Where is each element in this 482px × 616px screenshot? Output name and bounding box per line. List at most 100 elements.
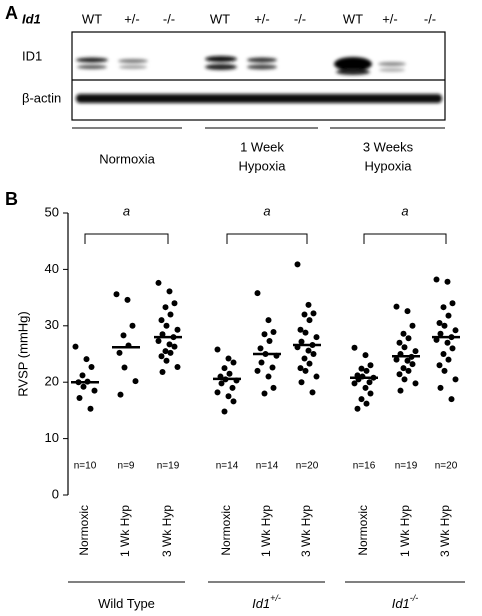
lane-label: -/-: [163, 11, 175, 26]
n-label: n=16: [353, 461, 376, 472]
significance-bracket: [363, 233, 447, 244]
row-label: β-actin: [22, 90, 61, 105]
data-point: [88, 363, 95, 370]
data-point: [258, 359, 265, 366]
data-point: [367, 362, 374, 369]
significance-bracket: [84, 233, 169, 244]
n-label: n=19: [157, 461, 180, 472]
data-point: [440, 351, 447, 357]
lane-label: WT: [210, 11, 230, 26]
data-point: [162, 348, 169, 355]
data-point: [306, 317, 313, 324]
data-point: [174, 363, 181, 370]
data-point: [412, 380, 419, 387]
data-point: [362, 384, 369, 391]
row-label: ID1: [22, 48, 42, 63]
data-point: [396, 339, 403, 346]
n-label: n=10: [74, 461, 97, 472]
data-point: [452, 327, 459, 334]
data-point: [444, 278, 451, 285]
data-point: [401, 376, 408, 383]
n-label: n=20: [435, 461, 458, 472]
data-point: [270, 384, 277, 391]
data-point: [113, 291, 120, 298]
data-point: [400, 330, 407, 337]
data-point: [401, 344, 408, 351]
data-point: [230, 359, 237, 366]
data-point: [393, 356, 400, 363]
data-point: [354, 405, 361, 412]
data-point: [362, 352, 369, 359]
data-point: [162, 304, 169, 311]
data-point: [452, 376, 459, 383]
data-point: [72, 343, 79, 350]
x-tick-label: 3 Wk Hyp: [160, 505, 174, 557]
data-point: [265, 373, 272, 380]
data-point: [440, 304, 447, 311]
data-point: [87, 405, 94, 412]
data-point: [229, 384, 236, 391]
data-point: [363, 400, 370, 407]
lane-label: -/-: [294, 11, 306, 26]
n-label: n=9: [118, 461, 135, 472]
x-tick-label: Normoxic: [77, 505, 91, 556]
data-point: [221, 408, 228, 415]
data-point: [221, 365, 228, 372]
data-point: [163, 322, 170, 329]
significance-bracket: [226, 233, 308, 244]
x-tick-label: 1 Wk Hyp: [259, 505, 273, 557]
y-tick-label: 50: [45, 204, 59, 219]
data-point: [218, 380, 225, 387]
condition-label: Normoxia: [99, 151, 155, 166]
data-point: [254, 290, 261, 297]
data-point: [393, 303, 400, 310]
data-point: [120, 332, 127, 339]
group-genotype: +/-: [270, 593, 281, 603]
data-point: [166, 341, 173, 348]
data-point: [297, 326, 304, 333]
y-tick-label: 0: [52, 486, 59, 501]
data-point: [230, 398, 237, 405]
condition-label: 1 Week: [240, 139, 284, 154]
data-point: [83, 356, 90, 363]
condition-label: 3 Weeks: [363, 139, 414, 154]
significance-label: a: [401, 203, 408, 218]
y-tick-label: 40: [45, 261, 59, 276]
group-label: Id1+/-: [252, 593, 281, 611]
data-point: [409, 322, 416, 329]
n-label: n=14: [216, 461, 239, 472]
y-tick-label: 20: [45, 374, 59, 389]
n-label: n=19: [395, 461, 418, 472]
data-point: [79, 372, 86, 379]
data-point: [302, 367, 309, 374]
y-axis-label: RVSP (mmHg): [15, 311, 30, 396]
data-point: [302, 329, 309, 336]
data-point: [80, 383, 87, 390]
data-point: [396, 371, 403, 378]
data-point: [254, 367, 261, 374]
data-point: [301, 311, 308, 318]
data-point: [158, 317, 165, 324]
data-point: [310, 310, 317, 317]
lane-label: -/-: [424, 11, 436, 26]
y-tick-label: 10: [45, 430, 59, 445]
blot-bands: [76, 56, 442, 103]
data-point: [261, 331, 268, 338]
data-point: [298, 338, 305, 345]
data-point: [358, 396, 365, 403]
data-point: [297, 365, 304, 372]
data-point: [76, 394, 83, 401]
data-point: [351, 380, 358, 387]
data-point: [226, 370, 233, 377]
data-point: [310, 351, 317, 357]
condition-label: Hypoxia: [365, 158, 413, 173]
data-point: [167, 349, 174, 356]
data-point: [158, 353, 165, 360]
data-point: [405, 335, 412, 342]
data-point: [309, 389, 316, 396]
data-point: [449, 345, 456, 352]
data-point: [404, 357, 411, 364]
group-label: Id1-/-: [392, 593, 419, 611]
x-tick-label: 3 Wk Hyp: [299, 505, 313, 557]
